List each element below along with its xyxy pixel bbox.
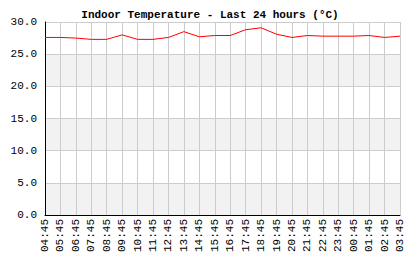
svg-text:14:45: 14:45 (193, 219, 205, 252)
svg-text:17:45: 17:45 (240, 219, 252, 252)
svg-text:23:45: 23:45 (332, 219, 344, 252)
svg-text:19:45: 19:45 (271, 219, 283, 252)
svg-text:04:45: 04:45 (39, 219, 51, 252)
svg-text:12:45: 12:45 (162, 219, 174, 252)
svg-text:16:45: 16:45 (224, 219, 236, 252)
svg-text:03:45: 03:45 (394, 219, 406, 252)
svg-text:21:45: 21:45 (301, 219, 313, 252)
svg-text:05:45: 05:45 (54, 219, 66, 252)
svg-text:25.0: 25.0 (11, 48, 37, 60)
svg-text:08:45: 08:45 (101, 219, 113, 252)
svg-text:5.0: 5.0 (17, 177, 37, 189)
svg-text:11:45: 11:45 (147, 219, 159, 252)
svg-text:06:45: 06:45 (70, 219, 82, 252)
svg-text:20:45: 20:45 (286, 219, 298, 252)
svg-text:13:45: 13:45 (178, 219, 190, 252)
svg-text:10.0: 10.0 (11, 145, 37, 157)
svg-text:00:45: 00:45 (348, 219, 360, 252)
svg-text:0.0: 0.0 (17, 209, 37, 221)
svg-text:02:45: 02:45 (379, 219, 391, 252)
svg-text:30.0: 30.0 (11, 16, 37, 28)
svg-text:20.0: 20.0 (11, 80, 37, 92)
svg-text:01:45: 01:45 (363, 219, 375, 252)
svg-text:18:45: 18:45 (255, 219, 267, 252)
svg-text:10:45: 10:45 (132, 219, 144, 252)
svg-text:07:45: 07:45 (85, 219, 97, 252)
svg-text:15.0: 15.0 (11, 113, 37, 125)
svg-text:Indoor Temperature - Last 24 h: Indoor Temperature - Last 24 hours (°C) (81, 9, 338, 21)
svg-text:15:45: 15:45 (209, 219, 221, 252)
svg-text:22:45: 22:45 (317, 219, 329, 252)
svg-text:09:45: 09:45 (116, 219, 128, 252)
